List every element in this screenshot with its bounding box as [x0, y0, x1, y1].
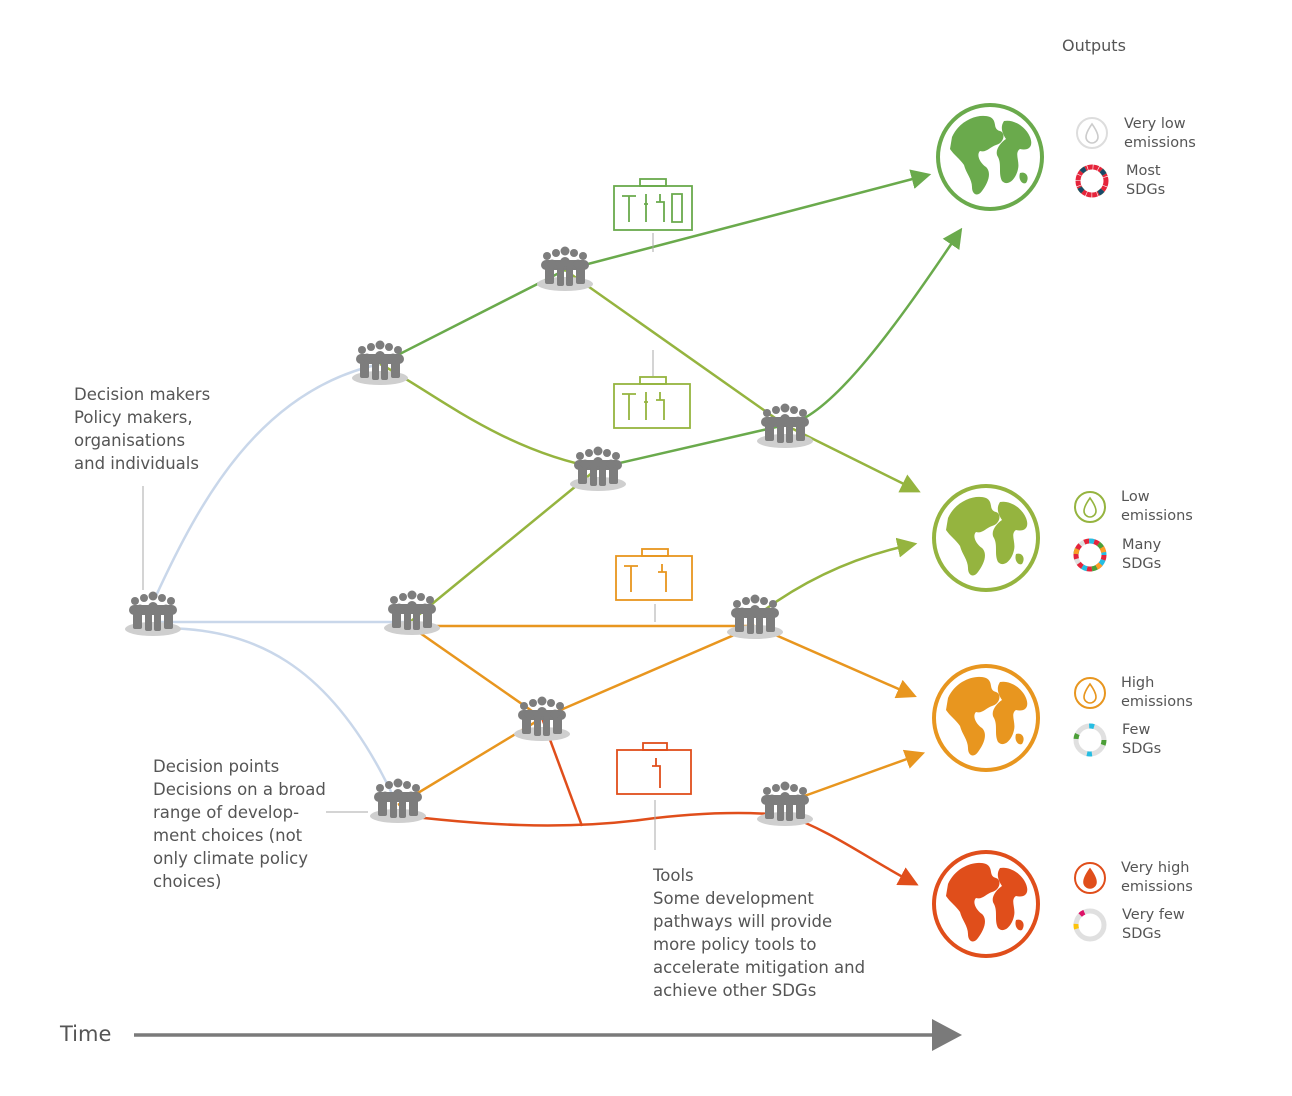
emissions-label: Very low emissions	[1124, 115, 1196, 153]
label-line: High	[1121, 675, 1155, 691]
decision-node	[570, 446, 626, 491]
emission-drop-icon	[1074, 677, 1106, 709]
toolbox-icon	[613, 178, 693, 231]
sdgs-label: Few SDGs	[1122, 721, 1161, 759]
label-line: Very few	[1122, 907, 1185, 923]
time-label: Time	[60, 1022, 112, 1046]
label-line: accelerate mitigation and	[653, 958, 866, 977]
label-line: choices)	[153, 872, 222, 891]
sdg-ring-icon	[1073, 908, 1107, 942]
toolbox-icon	[615, 548, 693, 601]
emissions-label: Very high emissions	[1121, 859, 1193, 897]
label-line: Decision points	[153, 757, 280, 776]
label-line: Few	[1122, 722, 1151, 738]
label-line: SDGs	[1122, 926, 1162, 942]
emission-drop-icon	[1074, 491, 1106, 523]
sdgs-label: Many SDGs	[1122, 536, 1161, 574]
label-line: achieve other SDGs	[653, 981, 817, 1000]
decision-points-label: Decision points Decisions on a broad ran…	[153, 755, 326, 893]
toolbox-icon	[613, 376, 691, 429]
decision-node	[125, 591, 181, 636]
decision-node	[352, 340, 408, 385]
decision-node	[384, 590, 440, 635]
label-line: and individuals	[74, 454, 199, 473]
sdgs-label: Most SDGs	[1126, 162, 1165, 200]
tools-label: Tools Some development pathways will pro…	[653, 864, 865, 1002]
label-line: Very high	[1121, 860, 1190, 876]
decision-node	[514, 696, 570, 741]
sdg-ring-icon	[1073, 538, 1107, 572]
label-line: Very low	[1124, 116, 1186, 132]
sdg-ring-icon	[1075, 164, 1109, 198]
label-line: ment choices (not	[153, 826, 303, 845]
label-line: emissions	[1121, 508, 1193, 524]
label-line: range of develop-	[153, 803, 300, 822]
emissions-label: High emissions	[1121, 674, 1193, 712]
label-line: Policy makers,	[74, 408, 193, 427]
toolbox-icon	[616, 742, 692, 795]
globe-icon	[932, 850, 1040, 958]
label-line: emissions	[1121, 694, 1193, 710]
label-line: Decision makers	[74, 385, 211, 404]
emissions-label: Low emissions	[1121, 488, 1193, 526]
label-line: only climate policy	[153, 849, 309, 868]
decision-node	[537, 246, 593, 291]
decision-node	[370, 778, 426, 823]
label-line: emissions	[1124, 135, 1196, 151]
sdgs-label: Very few SDGs	[1122, 906, 1185, 944]
label-line: more policy tools to	[653, 935, 817, 954]
decision-node	[757, 781, 813, 826]
decision-makers-label: Decision makers Policy makers, organisat…	[74, 383, 210, 475]
label-line: Many	[1122, 537, 1162, 553]
label-line: Decisions on a broad	[153, 780, 326, 799]
label-line: SDGs	[1122, 741, 1162, 757]
label-line: Tools	[653, 866, 694, 885]
outputs-heading: Outputs	[1062, 36, 1126, 55]
label-line: Some development	[653, 889, 814, 908]
sdg-ring-icon	[1073, 723, 1107, 757]
decision-node	[727, 594, 783, 639]
label-line: Most	[1126, 163, 1161, 179]
globe-icon	[932, 484, 1040, 592]
decision-node	[757, 403, 813, 448]
label-line: SDGs	[1126, 182, 1166, 198]
globe-icon	[932, 664, 1040, 772]
label-line: organisations	[74, 431, 186, 450]
label-line: emissions	[1121, 879, 1193, 895]
label-line: SDGs	[1122, 556, 1162, 572]
label-line: pathways will provide	[653, 912, 833, 931]
globe-icon	[936, 103, 1044, 211]
emission-drop-icon	[1074, 862, 1106, 894]
time-arrow	[134, 1019, 962, 1051]
label-line: Low	[1121, 489, 1150, 505]
emission-drop-icon	[1076, 117, 1108, 149]
